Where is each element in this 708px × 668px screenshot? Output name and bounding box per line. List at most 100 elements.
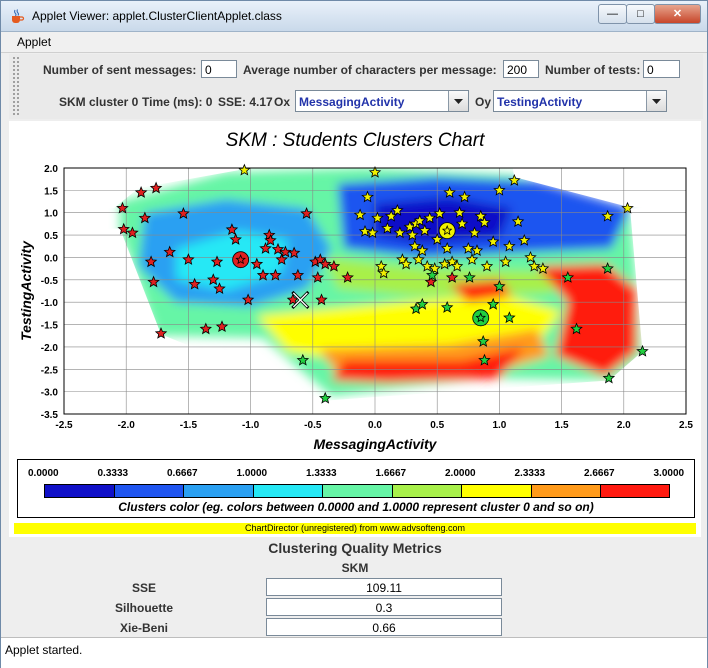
- metric-value-sse[interactable]: 109.11: [266, 578, 502, 596]
- maximize-icon: □: [637, 8, 644, 20]
- data-point-star: [264, 233, 277, 246]
- x-tick-label: 2.5: [679, 420, 693, 431]
- toolbar-grip[interactable]: [12, 56, 19, 116]
- data-point-star: [177, 207, 190, 219]
- x-tick-label: 2.0: [617, 420, 631, 431]
- color-legend-swatch: [600, 484, 670, 498]
- x-tick-label: -0.5: [304, 420, 322, 431]
- color-legend-tick-label: 0.3333: [97, 468, 129, 479]
- color-legend-tick-label: 1.3333: [306, 468, 337, 479]
- data-point-star: [441, 225, 453, 236]
- tests-label: Number of tests:: [545, 63, 641, 77]
- metric-value-silhouette[interactable]: 0.3: [266, 598, 502, 616]
- y-tick-label: 0.0: [44, 253, 58, 264]
- color-legend-swatch: [530, 484, 600, 498]
- ox-select-value: MessagingActivity: [299, 95, 405, 109]
- data-point-star: [138, 211, 152, 224]
- data-point-star: [188, 277, 201, 290]
- x-tick-label: 0.5: [430, 420, 444, 431]
- minimize-icon: —: [607, 8, 618, 20]
- data-point-star: [445, 271, 459, 283]
- data-point-star: [438, 257, 451, 270]
- tests-input[interactable]: 0: [643, 60, 680, 78]
- data-point-star: [416, 244, 429, 257]
- data-point-star: [238, 163, 251, 176]
- data-point-star: [433, 207, 446, 219]
- data-point-star: [117, 222, 130, 235]
- y-tick-label: 1.5: [44, 186, 58, 197]
- data-point-star: [144, 255, 158, 268]
- data-point-star: [478, 353, 491, 366]
- y-tick-label: 0.5: [44, 231, 58, 242]
- y-tick-label: -3.0: [41, 388, 59, 399]
- avg-chars-label: Average number of characters per message…: [243, 63, 497, 77]
- data-point-star: [210, 255, 224, 268]
- x-tick-label: 1.5: [555, 420, 569, 431]
- current-student-marker-inner2: [292, 292, 308, 308]
- data-point-star: [561, 271, 575, 283]
- data-point-star: [570, 322, 583, 335]
- color-legend-tick-label: 0.0000: [28, 468, 59, 479]
- minimize-button[interactable]: —: [598, 4, 627, 24]
- data-point-star: [601, 209, 614, 222]
- data-points: [116, 163, 649, 404]
- avg-chars-input[interactable]: 200: [503, 60, 539, 78]
- color-legend-tick-label: 1.0000: [236, 468, 268, 479]
- oy-select-value: TestingActivity: [497, 95, 583, 109]
- java-cup-icon: [12, 9, 25, 23]
- data-point-star: [524, 250, 537, 263]
- sent-messages-input[interactable]: 0: [201, 60, 237, 78]
- ox-dropdown-arrow-icon[interactable]: [448, 91, 468, 111]
- y-tick-label: -1.5: [41, 321, 59, 332]
- status-bar: Applet started.: [1, 637, 707, 668]
- data-point-star: [215, 320, 229, 333]
- data-point-star: [426, 268, 439, 281]
- chartdirector-watermark: ChartDirector (unregistered) from www.ad…: [14, 523, 696, 534]
- menu-bar: Applet: [1, 32, 707, 53]
- chart-title: SKM : Students Clusters Chart: [225, 130, 485, 151]
- maximize-button[interactable]: □: [626, 4, 655, 24]
- data-point-star: [602, 371, 616, 384]
- data-point-star: [455, 217, 469, 230]
- title-bar[interactable]: Applet Viewer: applet.ClusterClientApple…: [1, 1, 707, 32]
- data-point-star: [493, 183, 506, 196]
- data-point-star: [368, 165, 382, 178]
- data-point-star: [287, 246, 301, 259]
- parameters-toolbar: Number of sent messages: 0 Average numbe…: [9, 54, 703, 119]
- color-legend-swatch: [113, 484, 183, 498]
- metric-value-xie-beni[interactable]: 0.66: [266, 618, 502, 636]
- data-point-star: [366, 226, 379, 239]
- data-point-star: [480, 259, 494, 272]
- oy-dropdown-arrow-icon[interactable]: [646, 91, 666, 111]
- oy-select[interactable]: TestingActivity: [493, 90, 667, 112]
- mask-bottom-left: [64, 228, 326, 414]
- data-point-star: [199, 322, 212, 335]
- data-point-star: [413, 214, 427, 227]
- data-point-star: [291, 268, 305, 281]
- close-button[interactable]: ✕: [654, 4, 701, 24]
- close-icon: ✕: [672, 8, 683, 20]
- data-point-star: [259, 241, 272, 254]
- color-legend: 0.0000 0.3333 0.6667 1.0000 1.3333 1.6667 2.00…: [17, 459, 695, 518]
- data-point-star: [327, 259, 341, 272]
- menu-applet[interactable]: Applet: [17, 35, 52, 49]
- data-point-star: [470, 244, 484, 257]
- ox-select[interactable]: MessagingActivity: [295, 90, 469, 112]
- data-point-star: [358, 224, 372, 237]
- data-point-star: [163, 245, 176, 258]
- data-point-star: [440, 300, 454, 313]
- data-point-star: [465, 253, 479, 265]
- chart-panel: SKM : Students Clusters Chart -2.5 -2.0 -1…: [9, 121, 701, 637]
- data-point-star: [381, 221, 394, 234]
- color-legend-swatch: [44, 484, 114, 498]
- color-legend-tick-label: 3.0000: [653, 468, 685, 479]
- x-tick-label: -1.5: [180, 420, 198, 431]
- mask-top-right: [512, 168, 686, 208]
- data-point-star: [207, 273, 220, 286]
- data-point-star: [428, 262, 441, 274]
- oy-label: Oy: [475, 95, 492, 109]
- y-tick-label: -2.0: [41, 343, 59, 354]
- data-point-star: [424, 275, 438, 288]
- data-point-star: [493, 279, 506, 292]
